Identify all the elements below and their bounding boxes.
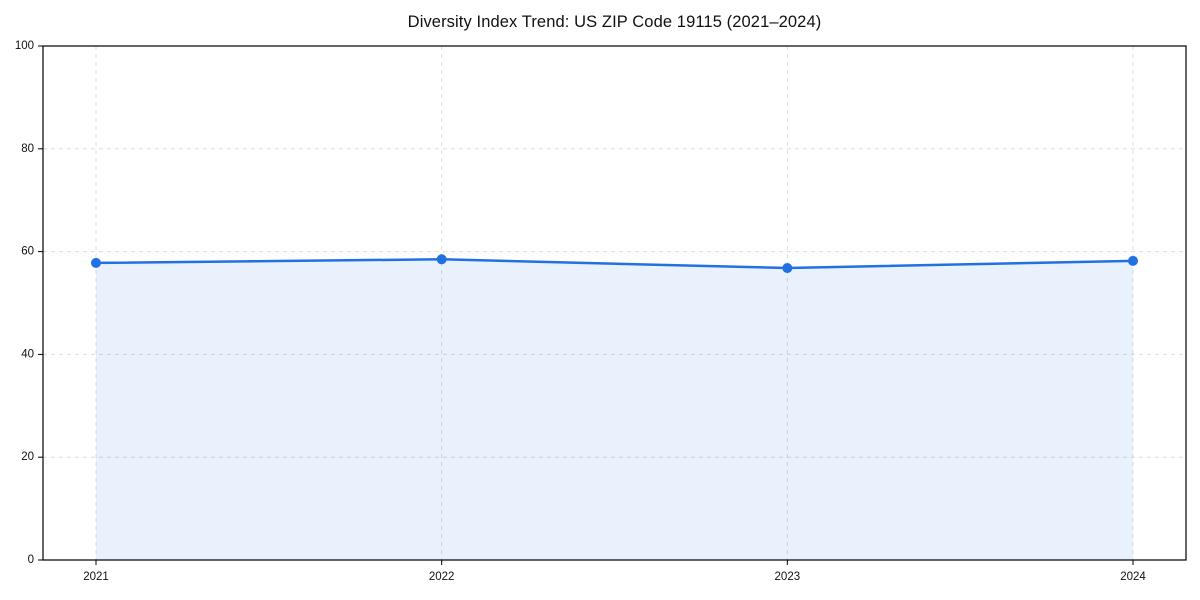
- chart-title: Diversity Index Trend: US ZIP Code 19115…: [407, 13, 822, 31]
- area-fill: [96, 259, 1133, 560]
- data-point: [1128, 255, 1138, 266]
- y-tick-label: 0: [28, 554, 34, 566]
- y-tick-label: 40: [21, 348, 34, 360]
- x-tick-label: 2024: [1120, 571, 1146, 583]
- data-point: [782, 263, 793, 274]
- x-tick-label: 2023: [775, 571, 801, 583]
- plot-border: [42, 45, 1187, 561]
- y-tick-label: 100: [15, 40, 34, 52]
- y-tick-label: 20: [21, 451, 34, 463]
- data-point: [436, 254, 447, 265]
- data-point: [91, 257, 101, 268]
- y-tick-label: 80: [21, 143, 34, 155]
- x-tick-label: 2022: [429, 571, 455, 583]
- y-tick-label: 60: [21, 246, 34, 258]
- trend-line: [94, 258, 1135, 270]
- x-tick-label: 2021: [83, 571, 109, 583]
